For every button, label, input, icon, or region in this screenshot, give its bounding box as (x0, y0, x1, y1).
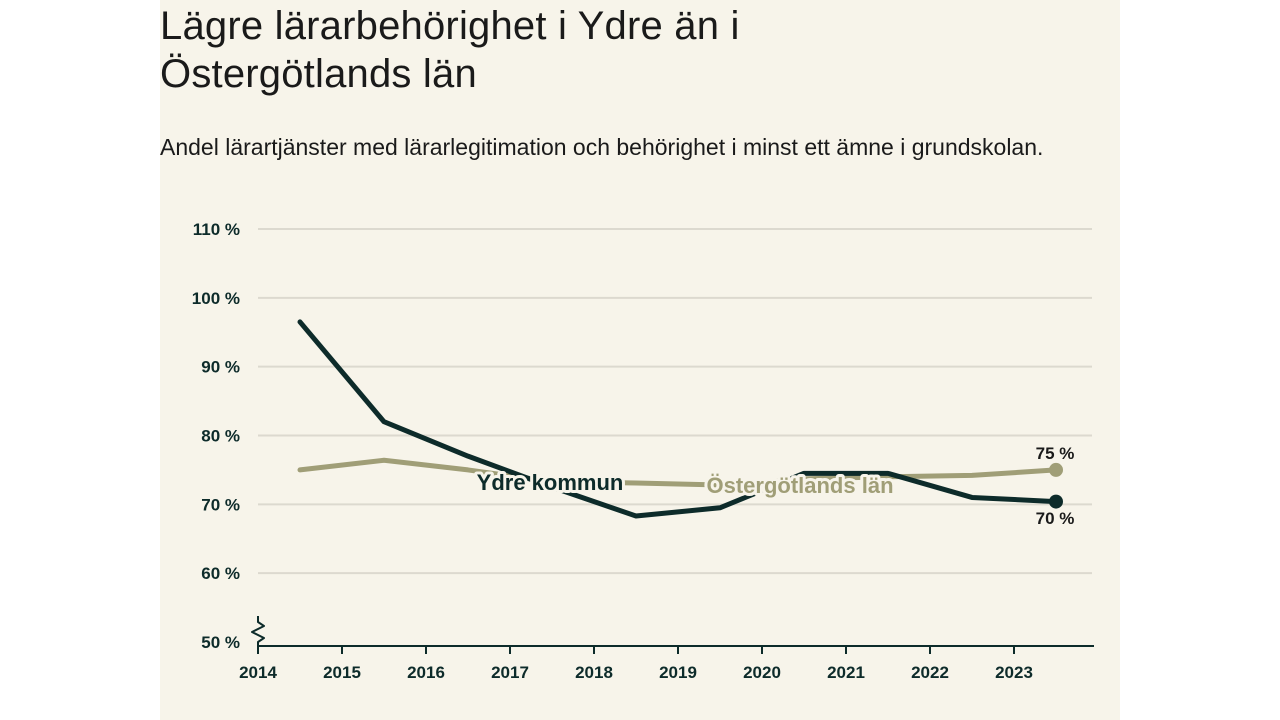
y-tick-label: 60 % (201, 564, 240, 583)
x-tick-label: 2021 (827, 663, 865, 682)
y-tick-label: 110 % (193, 220, 240, 239)
end-label-lan: 75 % (1036, 444, 1075, 463)
end-point-ydre (1049, 494, 1063, 509)
gridlines (258, 228, 1092, 575)
chart-title: Lägre lärarbehörighet i Ydre än i Österg… (160, 4, 740, 96)
series-label-ydre: Ydre kommun (477, 470, 624, 495)
axis-break-icon (251, 616, 265, 646)
y-tick-label: 90 % (201, 358, 240, 377)
axes: 50 % 60 % 70 % 80 % 90 % 100 % 110 % 2014 2015 20… (192, 220, 1094, 682)
series-label-lan: Östergötlands län (706, 473, 893, 498)
end-markers: 75 % 70 % (1036, 444, 1075, 528)
chart-subtitle: Andel lärartjänster med lärarlegitimatio… (160, 134, 1044, 160)
end-point-lan (1049, 462, 1063, 477)
x-tick-label: 2015 (323, 663, 361, 682)
x-tick-label: 2016 (407, 663, 445, 682)
x-tick-label: 2019 (659, 663, 697, 682)
x-tick-label: 2020 (743, 663, 781, 682)
y-tick-label: 80 % (201, 427, 240, 446)
x-tick-label: 2023 (995, 663, 1033, 682)
x-tick-label: 2014 (239, 663, 277, 682)
y-tick-label: 70 % (201, 495, 240, 514)
end-label-ydre: 70 % (1036, 509, 1075, 528)
line-ostergotlands-lan (297, 457, 1059, 488)
y-tick-label: 100 % (192, 289, 240, 308)
chart-background (160, 0, 1120, 720)
x-tick-label: 2018 (575, 663, 613, 682)
line-ydre-kommun (297, 319, 1059, 519)
series-lines (297, 319, 1059, 519)
x-tick-label: 2022 (911, 663, 949, 682)
y-tick-label: 50 % (201, 633, 240, 652)
x-tick-label: 2017 (491, 663, 529, 682)
series-labels: Ydre kommun Östergötlands län (474, 467, 897, 501)
